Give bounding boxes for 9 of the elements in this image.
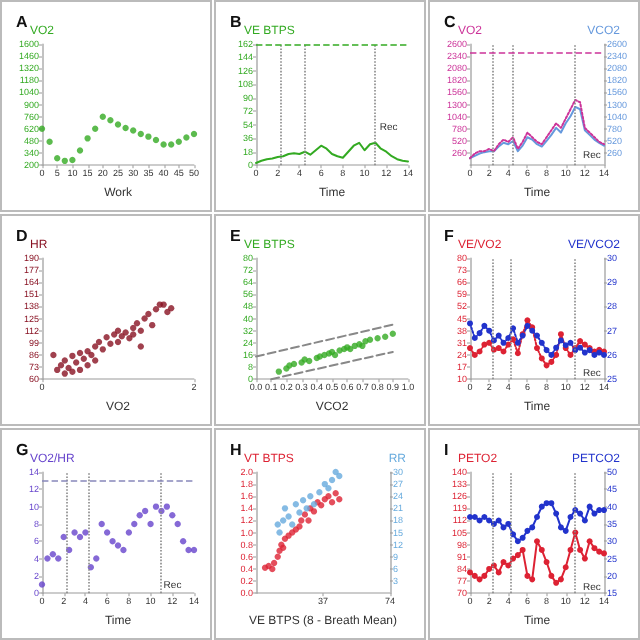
chart-title: C	[444, 13, 456, 31]
chart-title: E	[230, 227, 242, 245]
chart-title: A	[16, 13, 28, 31]
chart-title: F	[444, 227, 454, 245]
chart-title: B	[230, 13, 242, 31]
chart-title: I	[444, 441, 449, 459]
chart-title: G	[16, 441, 29, 459]
chart-title: D	[16, 227, 28, 245]
chart-title: H	[230, 441, 242, 459]
